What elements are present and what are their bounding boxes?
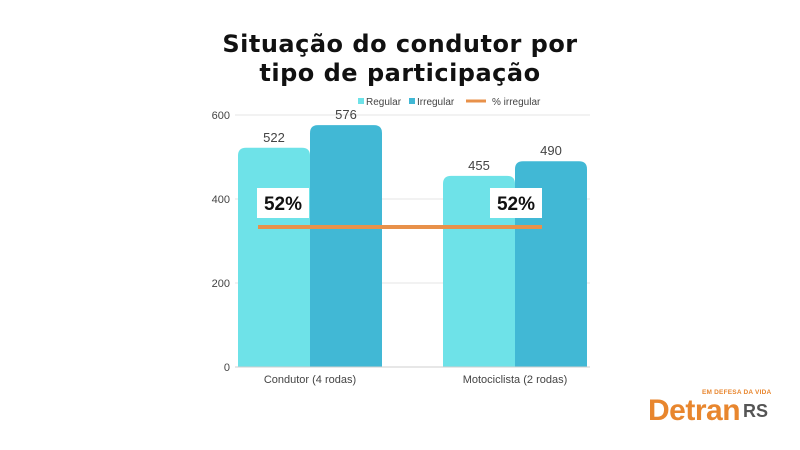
chart-title: Situação do condutor por tipo de partici…: [150, 30, 650, 88]
chart-title-line-1: Situação do condutor por: [222, 30, 578, 58]
bar-value-label: 576: [335, 107, 357, 122]
value-labels: 522 455 576 490: [263, 107, 562, 173]
y-tick-label: 400: [212, 194, 230, 206]
x-axis: Condutor (4 rodas) Motociclista (2 rodas): [235, 366, 590, 386]
legend-label: Regular: [366, 97, 402, 108]
percent-label: 52%: [264, 194, 302, 215]
detran-logo: EM DEFESA DA VIDA Detran RS: [648, 387, 778, 431]
bar-value-label: 522: [263, 130, 285, 145]
percent-line: 52% 52%: [257, 188, 542, 229]
logo-brand: Detran: [648, 394, 741, 427]
logo-suffix: RS: [743, 401, 769, 421]
bars: [238, 125, 587, 367]
legend: Regular Irregular % irregular: [358, 97, 541, 108]
legend-label: % irregular: [492, 97, 541, 108]
legend-swatch: [409, 98, 415, 104]
bar-value-label: 455: [468, 158, 490, 173]
y-axis: 0 200 400 600: [212, 110, 230, 374]
logo-tagline: EM DEFESA DA VIDA: [702, 389, 772, 396]
percent-label-box: [490, 188, 542, 218]
bar-regular: [443, 175, 515, 367]
bar-irregular: [310, 125, 382, 367]
percent-label: 52%: [497, 194, 535, 215]
y-tick-label: 200: [212, 278, 230, 290]
percent-label-box: [257, 188, 309, 218]
x-category-label: Condutor (4 rodas): [264, 374, 356, 386]
legend-label: Irregular: [417, 97, 455, 108]
chart-title-line-2: tipo de participação: [259, 59, 541, 87]
y-tick-label: 0: [224, 362, 230, 374]
x-category-label: Motociclista (2 rodas): [463, 374, 568, 386]
y-tick-label: 600: [212, 110, 230, 122]
bar-value-label: 490: [540, 143, 562, 158]
legend-swatch: [358, 98, 364, 104]
bar-regular: [238, 147, 310, 367]
